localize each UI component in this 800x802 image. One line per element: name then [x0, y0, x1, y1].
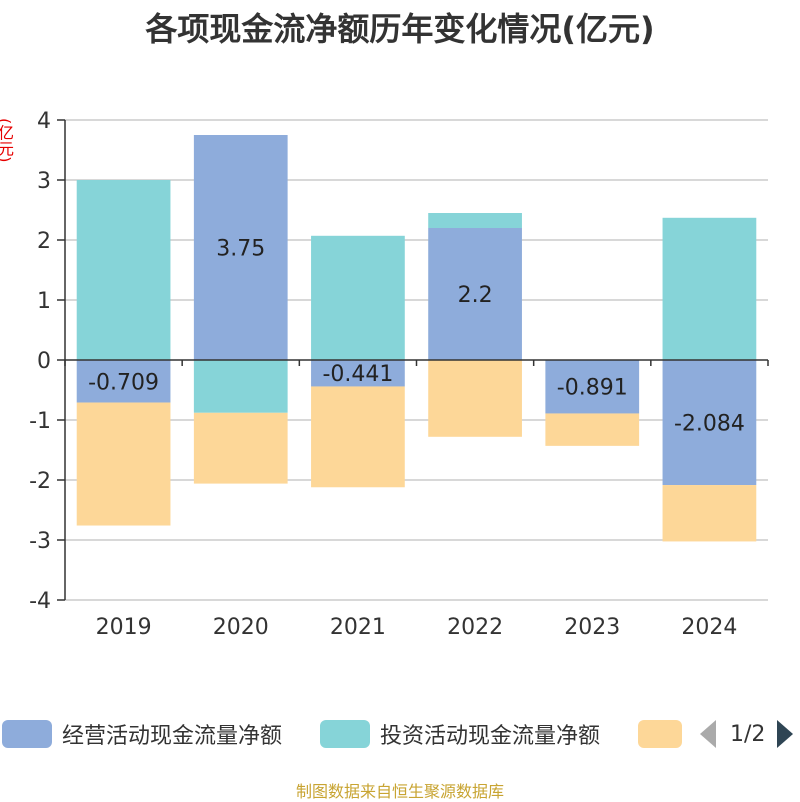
legend: 经营活动现金流量净额 投资活动现金流量净额 1/2 — [0, 716, 800, 756]
bar-2023-series-0 — [545, 360, 640, 414]
x-tick-label: 2021 — [330, 615, 386, 640]
axes: 4 3 2 1 0 -1 -2 -3 -4 2019 2020 2021 2022 2023 2024 — [29, 109, 769, 640]
next-page-icon[interactable] — [777, 720, 794, 748]
legend-swatch-financing — [638, 720, 682, 748]
bar-2022-series-0 — [428, 228, 522, 360]
legend-swatch-operating — [2, 720, 52, 748]
y-tick-label: 1 — [37, 289, 51, 314]
y-axis-unit: (亿元) — [0, 118, 14, 163]
x-tick-label: 2023 — [564, 615, 620, 640]
legend-page-indicator: 1/2 — [730, 721, 766, 747]
data-label-2019: -0.709 — [88, 370, 159, 395]
y-tick-label: -2 — [29, 469, 51, 494]
bar-2019-series-2 — [76, 402, 171, 526]
legend-swatch-investing — [320, 720, 370, 748]
bar-2019-series-0 — [76, 360, 171, 403]
y-tick-label: 2 — [37, 229, 51, 254]
prev-page-icon[interactable] — [700, 720, 716, 748]
y-tick-label: -3 — [29, 529, 51, 554]
y-tick-label: 3 — [37, 169, 51, 194]
bar-2024-series-0 — [662, 360, 757, 486]
legend-label-investing: 投资活动现金流量净额 — [380, 724, 601, 749]
y-tick-label: -4 — [29, 589, 51, 614]
bar-2022-series-2 — [428, 360, 522, 437]
legend-label-operating: 经营活动现金流量净额 — [62, 724, 283, 749]
gridlines — [65, 119, 768, 601]
data-labels: -0.709 3.75 -0.441 2.2 -0.891 -2.084 — [88, 237, 745, 437]
bar-2024-series-2 — [662, 485, 757, 542]
bar-chart: 4 3 2 1 0 -1 -2 -3 -4 2019 2020 2021 2022 2023 2024 -0… — [29, 109, 769, 640]
data-source-note: 制图数据来自恒生聚源数据库 — [295, 782, 504, 801]
legend-item-operating[interactable]: 经营活动现金流量净额 — [2, 716, 282, 752]
bar-2020-series-0 — [193, 135, 288, 360]
bar-2021-series-0 — [311, 360, 405, 387]
bar-2021-series-2 — [311, 386, 405, 488]
bar-2023-series-2 — [545, 413, 640, 446]
data-label-2020: 3.75 — [216, 237, 265, 262]
legend-pager: 1/2 — [700, 716, 794, 752]
data-label-2022: 2.2 — [458, 283, 493, 308]
y-tick-label: 0 — [37, 349, 51, 374]
bar-2020-series-2 — [193, 412, 288, 484]
bars — [76, 135, 757, 542]
data-label-2023: -0.891 — [557, 376, 628, 401]
y-tick-label: -1 — [29, 409, 51, 434]
x-tick-label: 2022 — [447, 615, 503, 640]
x-tick-label: 2020 — [213, 615, 269, 640]
bar-2020-series-1 — [193, 360, 288, 413]
data-label-2024: -2.084 — [674, 412, 745, 437]
y-tick-label: 4 — [37, 109, 51, 134]
x-tick-label: 2024 — [681, 615, 737, 640]
bar-2019-series-1 — [76, 180, 171, 360]
bar-2021-series-1 — [311, 235, 405, 360]
x-tick-label: 2019 — [96, 615, 152, 640]
legend-item-financing[interactable] — [638, 716, 692, 752]
data-label-2021: -0.441 — [322, 362, 393, 387]
legend-item-investing[interactable]: 投资活动现金流量净额 — [320, 716, 600, 752]
chart-title: 各项现金流净额历年变化情况(亿元) — [145, 10, 655, 48]
bar-2022-series-1 — [428, 213, 522, 228]
bar-2024-series-1 — [662, 217, 757, 360]
